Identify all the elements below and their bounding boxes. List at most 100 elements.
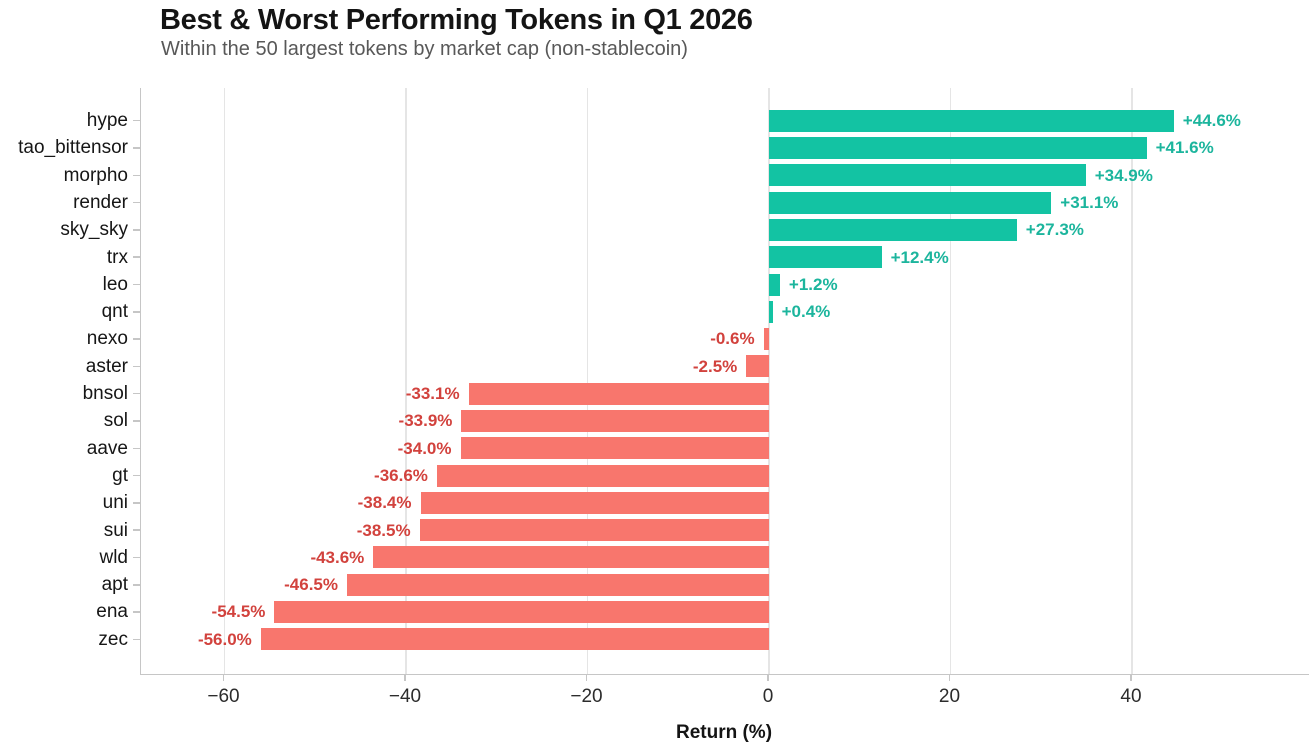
y-tick-mark — [133, 201, 140, 204]
bar — [763, 328, 769, 351]
y-tick-mark — [133, 529, 140, 531]
x-tick-label: −60 — [207, 686, 240, 707]
bar-value-label: -46.5% — [284, 575, 338, 595]
gridline — [223, 88, 226, 674]
bar — [769, 136, 1147, 159]
y-tick-mark — [133, 365, 140, 368]
bar — [746, 355, 769, 378]
y-axis-label: bnsol — [82, 383, 128, 404]
y-tick-mark — [133, 147, 140, 149]
y-tick-mark — [133, 502, 140, 504]
bar — [769, 191, 1052, 214]
y-axis-label: trx — [106, 246, 128, 268]
bar-value-label: +31.1% — [1060, 192, 1119, 212]
gridline — [1131, 88, 1133, 674]
x-tick-label: 0 — [762, 686, 774, 707]
x-tick-mark — [948, 675, 951, 681]
bar — [260, 628, 769, 651]
y-axis-label: gt — [112, 464, 128, 486]
y-axis-label: sol — [103, 410, 128, 432]
y-axis-label: sky_sky — [60, 219, 128, 241]
x-tick-mark — [767, 675, 769, 681]
y-axis-labels: hype tao_bittensor morpho render sky_sky trx l… — [0, 88, 128, 674]
x-tick-mark — [222, 675, 225, 681]
y-tick-mark — [133, 447, 140, 449]
bar — [461, 409, 770, 432]
bar — [769, 273, 780, 296]
y-axis-label: tao_bittensor — [18, 137, 128, 159]
bar — [419, 519, 769, 542]
x-tick-mark — [1130, 675, 1132, 681]
x-tick-label: 40 — [1120, 686, 1142, 707]
y-axis-label: aster — [85, 355, 128, 377]
bar-value-label: +34.9% — [1094, 165, 1153, 185]
gridline — [405, 88, 407, 674]
bar-value-label: -34.0% — [397, 438, 452, 458]
y-axis-label: morpho — [63, 164, 128, 186]
bar — [347, 573, 769, 596]
bar — [468, 382, 769, 405]
y-tick-mark — [133, 638, 140, 641]
bar-value-label: +27.3% — [1025, 220, 1084, 240]
chart-title: Best & Worst Performing Tokens in Q1 202… — [160, 4, 753, 36]
x-tick-label: −20 — [570, 686, 603, 707]
bar-value-label: +44.6% — [1182, 111, 1241, 130]
y-tick-mark — [133, 256, 140, 258]
x-tick-label: −40 — [388, 686, 422, 707]
y-axis-label: wld — [99, 546, 128, 568]
bar-value-label: +12.4% — [890, 247, 949, 267]
bar-value-label: +1.2% — [788, 274, 838, 294]
gridline — [949, 88, 952, 674]
y-tick-mark — [133, 283, 140, 286]
bar — [769, 300, 773, 323]
bar — [460, 437, 770, 460]
y-axis-label: zec — [98, 628, 128, 650]
bar — [769, 246, 882, 269]
y-tick-mark — [133, 611, 140, 613]
x-tick-mark — [585, 675, 588, 681]
y-tick-mark — [133, 174, 140, 176]
y-tick-mark — [133, 229, 140, 231]
y-axis-label: leo — [102, 273, 128, 295]
bar-value-label: -38.4% — [357, 493, 412, 513]
y-tick-mark — [133, 338, 140, 340]
y-axis-label: hype — [86, 110, 128, 131]
gridline — [586, 88, 589, 674]
y-axis-label: nexo — [86, 328, 128, 350]
bar-value-label: -43.6% — [310, 547, 365, 567]
bar — [420, 491, 769, 514]
chart-subtitle: Within the 50 largest tokens by market c… — [161, 38, 688, 60]
y-tick-mark — [133, 474, 140, 477]
bar-value-label: +0.4% — [781, 302, 831, 322]
y-axis-label: qnt — [101, 301, 128, 323]
y-tick-mark — [133, 584, 140, 586]
y-axis-label: sui — [103, 519, 128, 541]
bar-value-label: -0.6% — [710, 329, 755, 349]
gridline — [768, 88, 770, 674]
y-tick-mark — [133, 420, 140, 422]
x-tick-label: 20 — [938, 686, 961, 707]
bar-value-label: -33.9% — [398, 411, 453, 431]
bar — [373, 546, 769, 569]
bar-value-label: -33.1% — [405, 384, 460, 403]
y-axis-label: apt — [101, 574, 128, 596]
y-tick-mark — [133, 119, 140, 122]
y-axis-label: uni — [102, 492, 128, 514]
bar-value-label: +41.6% — [1155, 138, 1214, 158]
bar-value-label: -56.0% — [197, 629, 252, 649]
y-axis-label: ena — [96, 601, 128, 623]
plot-area: +44.6% +41.6% +34.9% +31.1% +27.3% +12.4% +1.2… — [140, 88, 1309, 675]
y-tick-mark — [133, 392, 140, 395]
bar-value-label: -38.5% — [356, 520, 411, 540]
y-tick-mark — [133, 556, 140, 559]
bar-value-label: -54.5% — [211, 602, 266, 622]
bar — [769, 218, 1017, 241]
y-axis-label: aave — [86, 437, 128, 459]
bar — [769, 109, 1174, 132]
bar-value-label: -2.5% — [692, 356, 738, 376]
bar — [769, 164, 1086, 187]
bar-value-label: -36.6% — [374, 465, 428, 485]
y-tick-mark — [133, 311, 140, 313]
bar — [436, 464, 770, 487]
